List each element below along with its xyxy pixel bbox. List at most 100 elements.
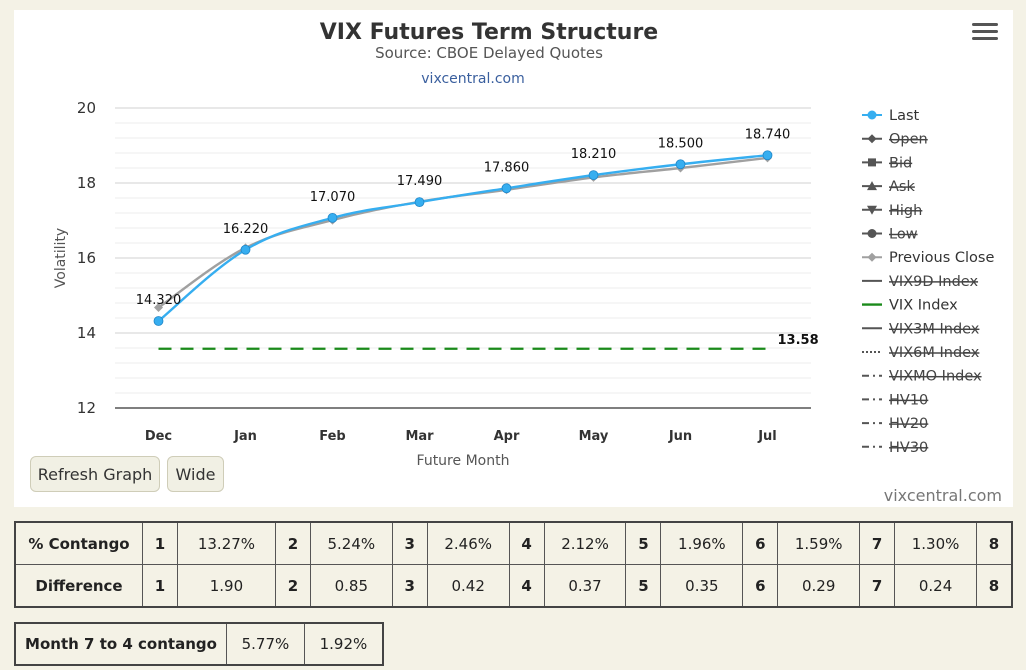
legend-marker[interactable] [867, 181, 877, 191]
value-cell: 0.42 [426, 564, 510, 608]
y-tick-label: 12 [77, 399, 96, 417]
data-label: 17.860 [484, 160, 530, 175]
source-link[interactable]: vixcentral.com [421, 71, 524, 87]
x-tick-label: Dec [145, 429, 172, 444]
last-point[interactable] [414, 197, 425, 208]
month-number-cell: 2 [274, 564, 311, 608]
legend-marker[interactable] [867, 134, 877, 144]
legend-marker[interactable] [867, 110, 877, 120]
x-axis-label: Future Month [417, 453, 510, 469]
legend-marker[interactable] [867, 229, 877, 238]
month-number-cell: 5 [625, 521, 662, 565]
refresh-graph-button[interactable]: Refresh Graph [30, 456, 160, 492]
data-label: 18.210 [571, 147, 617, 162]
value-cell: 2.12% [543, 521, 627, 565]
x-tick-label: May [579, 429, 609, 444]
legend-item-label[interactable]: Ask [889, 179, 915, 195]
table-row: Difference 1 1.90 2 0.85 3 0.42 4 0.37 5 0.35 6 0.29… [14, 564, 1013, 608]
value-cell: 0.37 [543, 564, 627, 608]
y-tick-label: 16 [77, 249, 96, 267]
summary-label: Month 7 to 4 contango [14, 622, 227, 666]
x-tick-label: Jan [233, 429, 257, 444]
summary-pct: 5.77% [226, 622, 305, 666]
month-number-cell: 5 [625, 564, 662, 608]
legend-marker[interactable] [867, 205, 877, 215]
value-cell: 1.59% [777, 521, 861, 565]
y-tick-label: 20 [77, 99, 96, 117]
y-axis-label: Volatility [53, 228, 69, 288]
month-number-cell: 7 [859, 521, 896, 565]
month-number-cell: 1 [142, 521, 178, 565]
chart-title: VIX Futures Term Structure [320, 20, 658, 45]
legend-item-label[interactable]: High [889, 203, 922, 219]
month-number-cell: 3 [391, 521, 428, 565]
legend-item-label[interactable]: Previous Close [889, 250, 994, 266]
month-number-cell: 6 [742, 564, 779, 608]
last-line [157, 154, 768, 322]
month-number-cell: 6 [742, 521, 779, 565]
y-tick-label: 14 [77, 324, 96, 342]
last-point[interactable] [675, 159, 686, 170]
contango-table: % Contango 1 13.27% 2 5.24% 3 2.46% 4 2.12% 5 1.96… [14, 521, 1013, 608]
value-cell: 0.85 [309, 564, 393, 608]
data-label: 18.500 [658, 136, 704, 151]
legend-item-label[interactable]: Low [889, 227, 918, 243]
previous-close-point [154, 303, 163, 312]
value-cell: 1.90 [177, 564, 276, 608]
legend-marker[interactable] [868, 158, 876, 167]
value-cell: 1.96% [660, 521, 744, 565]
legend-item-label[interactable]: Bid [889, 155, 912, 171]
summary-row: Month 7 to 4 contango 5.77% 1.92% [14, 622, 384, 666]
value-cell: 0.35 [660, 564, 744, 608]
x-tick-label: Apr [494, 429, 520, 444]
data-label: 17.490 [397, 174, 443, 189]
summary-diff: 1.92% [303, 622, 384, 666]
x-tick-label: Jun [668, 429, 692, 444]
value-cell: 0.24 [894, 564, 977, 608]
last-point[interactable] [240, 244, 251, 255]
x-tick-label: Feb [319, 429, 345, 444]
hamburger-menu-icon[interactable] [972, 23, 998, 45]
legend-item-label[interactable]: Open [889, 132, 928, 148]
chart-panel: VIX Futures Term Structure Source: CBOE D… [14, 10, 1013, 507]
legend-item-label[interactable]: VIX9D Index [889, 274, 978, 290]
last-point[interactable] [153, 316, 164, 326]
legend-item-label[interactable]: VIX3M Index [889, 321, 980, 337]
data-label: 17.070 [310, 190, 356, 205]
value-cell: 13.27% [177, 521, 276, 565]
data-label: 16.220 [223, 222, 269, 237]
chart-subtitle: Source: CBOE Delayed Quotes [375, 44, 603, 62]
value-cell: 1.30% [894, 521, 977, 565]
value-cell: 5.24% [309, 521, 393, 565]
value-cell: 2.46% [426, 521, 510, 565]
month-number-cell: 4 [508, 521, 545, 565]
legend-item-label[interactable]: HV30 [889, 440, 928, 456]
month-number-cell: 7 [859, 564, 896, 608]
vix-index-label: 13.58 [778, 333, 819, 348]
legend-item-label[interactable]: VIXMO Index [889, 369, 982, 385]
last-point[interactable] [762, 150, 773, 161]
last-point[interactable] [588, 170, 599, 181]
last-point[interactable] [501, 183, 512, 194]
month-number-cell: 2 [274, 521, 311, 565]
x-tick-label: Jul [757, 429, 777, 444]
legend-item-label[interactable]: VIX6M Index [889, 345, 980, 361]
month-number-cell: 1 [142, 564, 178, 608]
value-cell: 0.29 [777, 564, 861, 608]
table-row: % Contango 1 13.27% 2 5.24% 3 2.46% 4 2.12% 5 1.96… [14, 521, 1013, 565]
last-point[interactable] [327, 212, 338, 223]
month-number-cell: 8 [976, 521, 1013, 565]
wide-button[interactable]: Wide [167, 456, 224, 492]
legend-marker[interactable] [867, 252, 877, 262]
month-number-cell: 3 [391, 564, 428, 608]
row-header: Difference [14, 564, 143, 608]
watermark: vixcentral.com [883, 486, 1002, 505]
x-tick-label: Mar [405, 429, 434, 444]
legend-item-label[interactable]: HV20 [889, 416, 928, 432]
data-label: 14.320 [136, 293, 182, 308]
legend-item-label[interactable]: HV10 [889, 392, 928, 408]
month-number-cell: 4 [508, 564, 545, 608]
legend-item-label[interactable]: Last [889, 108, 920, 124]
legend-item-label[interactable]: VIX Index [889, 298, 958, 314]
